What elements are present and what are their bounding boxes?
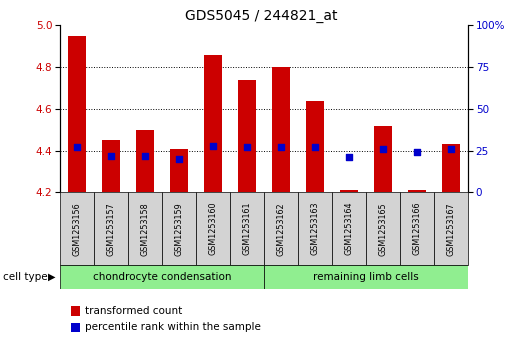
Point <box>277 144 286 150</box>
Point <box>447 146 456 152</box>
FancyBboxPatch shape <box>264 265 468 289</box>
FancyBboxPatch shape <box>196 192 230 265</box>
FancyBboxPatch shape <box>264 192 298 265</box>
Point <box>311 144 320 150</box>
FancyBboxPatch shape <box>60 265 264 289</box>
FancyBboxPatch shape <box>230 192 264 265</box>
Text: GSM1253162: GSM1253162 <box>277 202 286 256</box>
FancyBboxPatch shape <box>94 192 128 265</box>
Point <box>141 153 150 159</box>
Point <box>73 144 82 150</box>
Text: ▶: ▶ <box>48 272 55 282</box>
Text: GSM1253165: GSM1253165 <box>379 202 388 256</box>
FancyBboxPatch shape <box>332 192 366 265</box>
Text: GSM1253158: GSM1253158 <box>141 202 150 256</box>
Bar <box>408 190 426 192</box>
FancyBboxPatch shape <box>162 192 196 265</box>
Bar <box>68 36 86 192</box>
Point <box>379 146 388 152</box>
Bar <box>102 140 120 192</box>
Text: remaining limb cells: remaining limb cells <box>313 272 419 282</box>
Text: cell type: cell type <box>3 272 47 282</box>
FancyBboxPatch shape <box>366 192 400 265</box>
Point <box>345 154 354 160</box>
FancyBboxPatch shape <box>128 192 162 265</box>
Point <box>175 156 184 162</box>
Bar <box>136 130 154 192</box>
FancyBboxPatch shape <box>298 192 332 265</box>
Text: GSM1253156: GSM1253156 <box>73 202 82 256</box>
Text: percentile rank within the sample: percentile rank within the sample <box>85 322 261 333</box>
Bar <box>306 101 324 192</box>
Bar <box>340 190 358 192</box>
Bar <box>170 148 188 192</box>
Text: GSM1253166: GSM1253166 <box>413 202 422 256</box>
Bar <box>204 54 222 192</box>
FancyBboxPatch shape <box>400 192 434 265</box>
Text: GSM1253167: GSM1253167 <box>447 202 456 256</box>
Bar <box>374 126 392 192</box>
Text: chondrocyte condensation: chondrocyte condensation <box>93 272 231 282</box>
Text: GSM1253160: GSM1253160 <box>209 202 218 256</box>
Text: GSM1253163: GSM1253163 <box>311 202 320 256</box>
Point <box>107 153 116 159</box>
Text: GSM1253159: GSM1253159 <box>175 202 184 256</box>
Text: GDS5045 / 244821_at: GDS5045 / 244821_at <box>185 9 338 23</box>
FancyBboxPatch shape <box>60 192 94 265</box>
Point <box>243 144 252 150</box>
Bar <box>272 67 290 192</box>
Bar <box>442 144 460 192</box>
Text: transformed count: transformed count <box>85 306 183 316</box>
FancyBboxPatch shape <box>434 192 468 265</box>
Point <box>209 143 218 148</box>
Text: GSM1253164: GSM1253164 <box>345 202 354 256</box>
Text: GSM1253161: GSM1253161 <box>243 202 252 256</box>
Bar <box>238 79 256 192</box>
Point <box>413 150 422 155</box>
Text: GSM1253157: GSM1253157 <box>107 202 116 256</box>
